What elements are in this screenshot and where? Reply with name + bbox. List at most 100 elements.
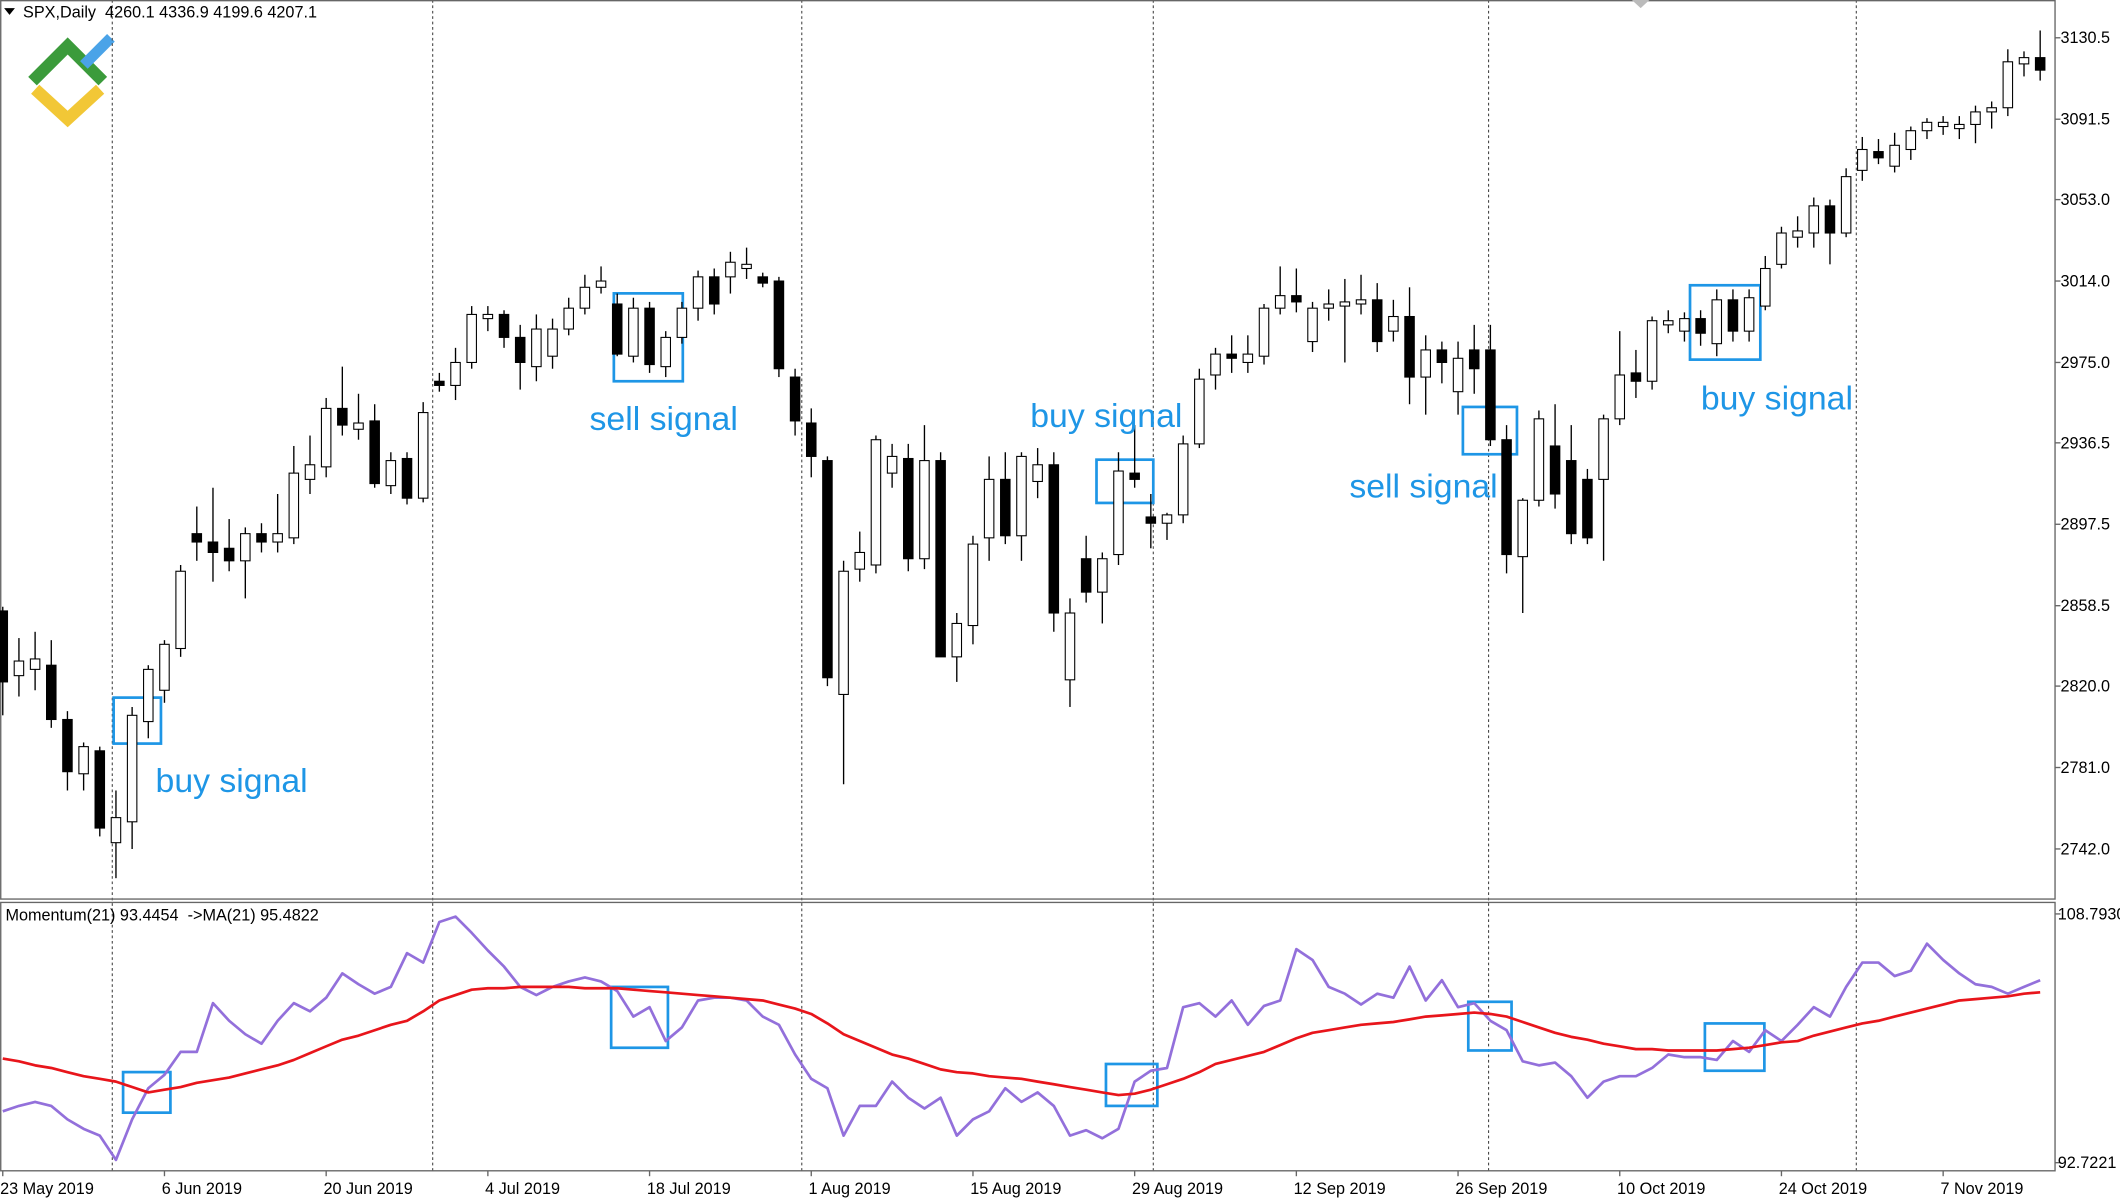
frames [0,0,2056,1172]
candle-body [1808,205,1820,234]
y-tick-label: 2936.5 [2060,434,2110,452]
candle-body [482,313,494,320]
candle-body [1485,349,1496,441]
candle-body [1307,307,1318,343]
candle-body [46,664,57,721]
candle-body [1614,374,1626,420]
candle-body [1048,464,1060,614]
y-tick-label: 3053.0 [2060,191,2110,209]
candle-body [708,276,720,305]
x-tick-label: 18 Jul 2019 [647,1180,731,1198]
candle-body [434,380,445,386]
candle-body [1792,230,1803,238]
candle-body [1258,307,1270,357]
candle-body [1097,558,1108,593]
y-tick-label: 3130.5 [2060,29,2110,47]
y-tick-label: 3091.5 [2060,111,2110,129]
x-tick-label: 15 Aug 2019 [970,1180,1061,1198]
candle-body [240,533,251,562]
candle-body [450,361,461,386]
candle-body [288,472,300,539]
x-tick-label: 7 Nov 2019 [1940,1180,2023,1198]
candle-body [935,460,946,658]
candle-body [2034,57,2046,71]
y-tick-label: 108.7930 [2058,905,2120,923]
candle-body [191,533,203,543]
candle-body [1986,107,1997,113]
candle-body [919,460,930,560]
candle-body [337,407,348,426]
candle-body [644,307,655,366]
candle-body [1404,315,1415,378]
candle-body [62,718,73,773]
candle-body [401,457,413,499]
x-tick-label: 29 Aug 2019 [1132,1180,1223,1198]
y-tick-label: 2820.0 [2060,677,2110,695]
candle-body [1323,303,1334,309]
candle-body [1630,372,1642,382]
y-tick-label: 2975.0 [2060,354,2110,372]
candle-body [983,478,995,539]
annotation: buy signal [156,762,308,800]
candle-body [498,313,510,338]
candle-body [1549,445,1561,495]
candle-body [1388,315,1399,332]
candle-body [1937,121,1949,128]
candle-body [385,460,397,487]
candle-body [304,464,316,480]
candle-body [256,533,267,543]
signal-box [1466,1000,1513,1052]
main-pane-frame [0,0,2056,900]
signal-box [1688,283,1762,361]
x-tick-label: 23 May 2019 [0,1180,94,1198]
candle-body [1662,320,1674,326]
menu-triangle [4,8,15,15]
candle-body [611,303,623,355]
candle-body [1776,232,1787,265]
candle-body [1743,297,1755,332]
candle-body [854,551,866,570]
candle-body [2018,57,2030,65]
candle-body [1064,612,1076,681]
candle-body [207,541,219,554]
candle-body [951,622,963,658]
signal-box [1703,1022,1766,1073]
annotation: buy signal [1030,397,1182,435]
logo-yellow [31,84,105,128]
annotation: buy signal [1701,380,1853,418]
x-tick-label: 12 Sep 2019 [1294,1180,1386,1198]
candles [0,30,2046,879]
indicator-line [2,985,2041,1097]
candle-body [417,412,429,499]
candle-body [1129,472,1140,480]
candle-body [676,307,688,338]
logo [28,34,115,128]
candle-body [628,307,639,357]
candle-body [466,313,477,364]
candle-body [1873,151,1884,159]
candle-body [1274,295,1286,309]
candle-body [741,263,752,270]
candle-body [660,336,672,368]
candle-body [1840,176,1852,234]
candle-body [1468,349,1480,370]
annotation: sell signal [590,400,738,438]
candle-body [1452,357,1464,393]
candle-body [1727,299,1739,332]
candle-body [1080,558,1092,593]
candle-body [1226,353,1237,359]
candle-body [126,714,138,823]
candle-body [1355,299,1367,305]
candle-body [692,276,704,309]
candle-body [1921,121,1933,132]
candle-body [1291,295,1302,303]
x-tick-label: 1 Aug 2019 [809,1180,891,1198]
candle-body [1954,123,1965,130]
x-tick-label: 20 Jun 2019 [323,1180,412,1198]
candle-body [1016,455,1027,537]
y-tick-label: 2781.0 [2060,759,2110,777]
candle-body [822,460,833,679]
momentum-title: Momentum(21) 93.4454 ->MA(21) 95.4822 [5,907,318,925]
indicator-line [2,915,2041,1162]
